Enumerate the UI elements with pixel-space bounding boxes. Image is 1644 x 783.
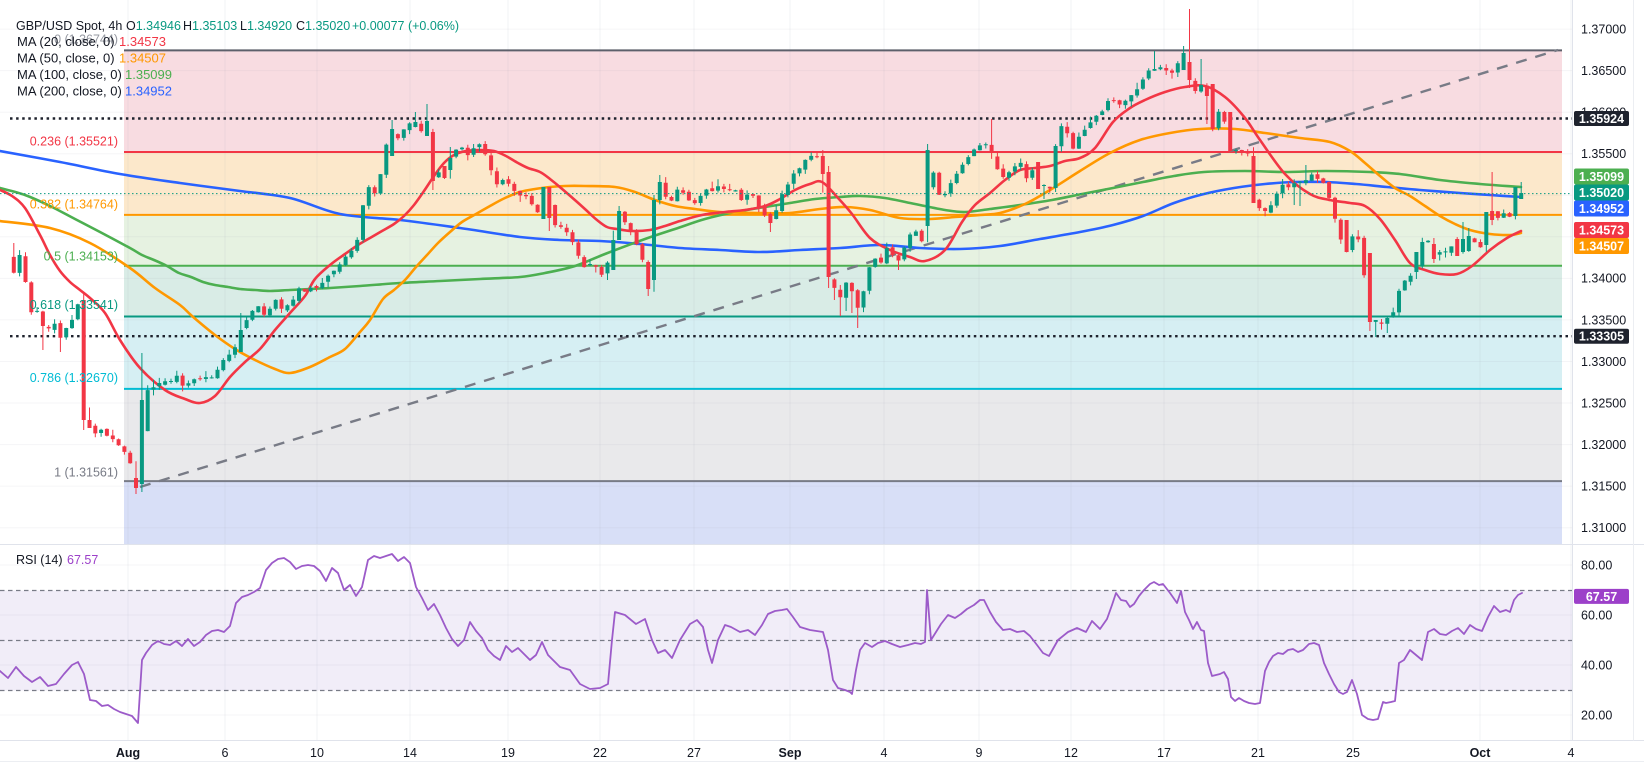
svg-text:4: 4 bbox=[881, 746, 888, 760]
svg-text:22: 22 bbox=[593, 746, 607, 760]
svg-text:0.618 (1.33541): 0.618 (1.33541) bbox=[30, 298, 118, 312]
svg-text:0.382 (1.34764): 0.382 (1.34764) bbox=[30, 197, 118, 211]
svg-text:MA (20, close, 0): MA (20, close, 0) bbox=[17, 34, 115, 49]
svg-text:10: 10 bbox=[310, 746, 324, 760]
svg-text:Aug: Aug bbox=[116, 746, 140, 760]
svg-text:0 (1.36744): 0 (1.36744) bbox=[54, 32, 118, 46]
svg-text:67.57: 67.57 bbox=[67, 553, 98, 567]
svg-text:1.34573: 1.34573 bbox=[1579, 223, 1624, 237]
svg-text:MA (50, close, 0): MA (50, close, 0) bbox=[17, 51, 115, 66]
svg-text:1.33000: 1.33000 bbox=[1581, 355, 1626, 369]
svg-text:1.34507: 1.34507 bbox=[1579, 239, 1624, 253]
svg-text:1.35099: 1.35099 bbox=[125, 67, 172, 82]
svg-text:0.236 (1.35521): 0.236 (1.35521) bbox=[30, 134, 118, 148]
svg-text:MA (200, close, 0): MA (200, close, 0) bbox=[17, 84, 122, 99]
svg-text:21: 21 bbox=[1251, 746, 1265, 760]
svg-text:1.34000: 1.34000 bbox=[1581, 272, 1626, 286]
svg-text:60.00: 60.00 bbox=[1581, 608, 1612, 622]
svg-text:1.35099: 1.35099 bbox=[1579, 170, 1624, 184]
svg-text:RSI (14): RSI (14) bbox=[16, 553, 63, 567]
svg-text:20.00: 20.00 bbox=[1581, 708, 1612, 722]
svg-text:67.57: 67.57 bbox=[1586, 590, 1617, 604]
svg-text:1.34952: 1.34952 bbox=[125, 84, 172, 99]
svg-text:1.31000: 1.31000 bbox=[1581, 521, 1626, 535]
svg-text:1.34573: 1.34573 bbox=[119, 34, 166, 49]
svg-text:1.33305: 1.33305 bbox=[1579, 330, 1624, 344]
svg-text:4: 4 bbox=[1568, 746, 1575, 760]
svg-text:MA (100, close, 0): MA (100, close, 0) bbox=[17, 67, 122, 82]
svg-text:12: 12 bbox=[1064, 746, 1078, 760]
svg-text:1.37000: 1.37000 bbox=[1581, 22, 1626, 36]
svg-text:14: 14 bbox=[403, 746, 417, 760]
svg-text:0.5 (1.34153): 0.5 (1.34153) bbox=[44, 249, 118, 263]
svg-text:80.00: 80.00 bbox=[1581, 558, 1612, 572]
svg-text:1.33500: 1.33500 bbox=[1581, 313, 1626, 327]
svg-text:0.786 (1.32670): 0.786 (1.32670) bbox=[30, 371, 118, 385]
svg-text:17: 17 bbox=[1157, 746, 1171, 760]
svg-text:1.35020: 1.35020 bbox=[1579, 186, 1624, 200]
svg-text:27: 27 bbox=[687, 746, 701, 760]
svg-text:1.31500: 1.31500 bbox=[1581, 479, 1626, 493]
svg-text:9: 9 bbox=[976, 746, 983, 760]
svg-text:1 (1.31561): 1 (1.31561) bbox=[54, 465, 118, 479]
svg-text:1.35500: 1.35500 bbox=[1581, 147, 1626, 161]
svg-text:1.34507: 1.34507 bbox=[119, 51, 166, 66]
svg-text:40.00: 40.00 bbox=[1581, 658, 1612, 672]
svg-text:1.35924: 1.35924 bbox=[1579, 112, 1624, 126]
svg-text:1.32000: 1.32000 bbox=[1581, 438, 1626, 452]
svg-text:25: 25 bbox=[1346, 746, 1360, 760]
svg-text:Sep: Sep bbox=[779, 746, 802, 760]
svg-text:1.32500: 1.32500 bbox=[1581, 396, 1626, 410]
svg-text:19: 19 bbox=[501, 746, 515, 760]
svg-text:1.36500: 1.36500 bbox=[1581, 64, 1626, 78]
svg-text:1.34952: 1.34952 bbox=[1579, 202, 1624, 216]
svg-text:Oct: Oct bbox=[1470, 746, 1492, 760]
svg-text:6: 6 bbox=[222, 746, 229, 760]
